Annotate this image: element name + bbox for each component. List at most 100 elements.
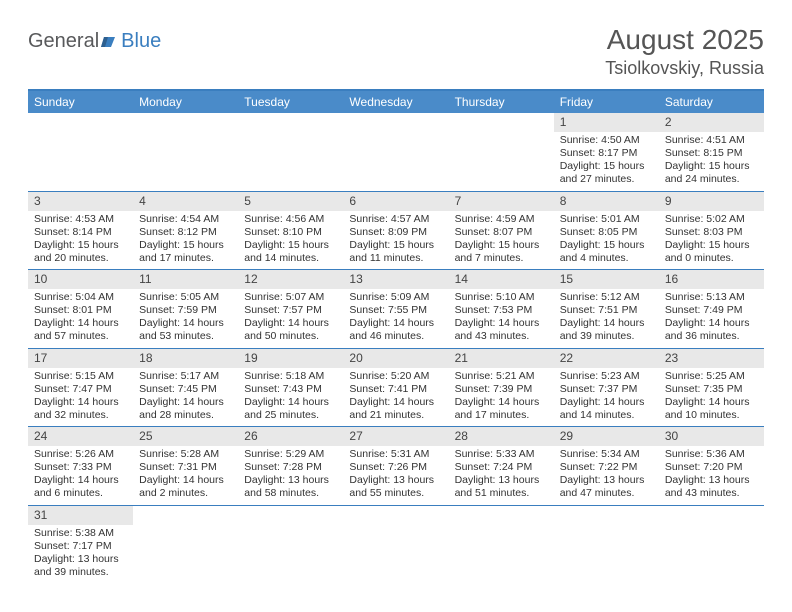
day-number: 4 xyxy=(133,192,238,211)
sunset-text: Sunset: 7:24 PM xyxy=(455,461,548,474)
sunset-text: Sunset: 8:07 PM xyxy=(455,226,548,239)
day-details: Sunrise: 5:10 AMSunset: 7:53 PMDaylight:… xyxy=(449,289,554,348)
day-cell: 11Sunrise: 5:05 AMSunset: 7:59 PMDayligh… xyxy=(133,270,238,349)
day-header: Wednesday xyxy=(343,90,448,113)
day-details: Sunrise: 5:23 AMSunset: 7:37 PMDaylight:… xyxy=(554,368,659,427)
day-number: 21 xyxy=(449,349,554,368)
day-cell: 5Sunrise: 4:56 AMSunset: 8:10 PMDaylight… xyxy=(238,191,343,270)
daylight-text: Daylight: 14 hours and 25 minutes. xyxy=(244,396,337,422)
week-row: 17Sunrise: 5:15 AMSunset: 7:47 PMDayligh… xyxy=(28,348,764,427)
sunrise-text: Sunrise: 5:12 AM xyxy=(560,291,653,304)
day-cell: 3Sunrise: 4:53 AMSunset: 8:14 PMDaylight… xyxy=(28,191,133,270)
daylight-text: Daylight: 14 hours and 2 minutes. xyxy=(139,474,232,500)
day-details: Sunrise: 5:15 AMSunset: 7:47 PMDaylight:… xyxy=(28,368,133,427)
sunset-text: Sunset: 8:12 PM xyxy=(139,226,232,239)
day-cell xyxy=(449,505,554,583)
day-details: Sunrise: 4:54 AMSunset: 8:12 PMDaylight:… xyxy=(133,211,238,270)
day-header: Friday xyxy=(554,90,659,113)
sunrise-text: Sunrise: 5:20 AM xyxy=(349,370,442,383)
sunrise-text: Sunrise: 5:02 AM xyxy=(665,213,758,226)
daylight-text: Daylight: 14 hours and 57 minutes. xyxy=(34,317,127,343)
day-details: Sunrise: 5:12 AMSunset: 7:51 PMDaylight:… xyxy=(554,289,659,348)
day-cell: 26Sunrise: 5:29 AMSunset: 7:28 PMDayligh… xyxy=(238,427,343,506)
sunset-text: Sunset: 7:31 PM xyxy=(139,461,232,474)
day-header: Sunday xyxy=(28,90,133,113)
logo: General Blue xyxy=(28,24,161,53)
sunset-text: Sunset: 7:55 PM xyxy=(349,304,442,317)
daylight-text: Daylight: 15 hours and 4 minutes. xyxy=(560,239,653,265)
day-details: Sunrise: 5:26 AMSunset: 7:33 PMDaylight:… xyxy=(28,446,133,505)
day-cell xyxy=(28,113,133,191)
sunset-text: Sunset: 8:17 PM xyxy=(560,147,653,160)
day-details: Sunrise: 5:18 AMSunset: 7:43 PMDaylight:… xyxy=(238,368,343,427)
sunset-text: Sunset: 7:20 PM xyxy=(665,461,758,474)
daylight-text: Daylight: 15 hours and 24 minutes. xyxy=(665,160,758,186)
day-cell: 27Sunrise: 5:31 AMSunset: 7:26 PMDayligh… xyxy=(343,427,448,506)
daylight-text: Daylight: 13 hours and 55 minutes. xyxy=(349,474,442,500)
day-details: Sunrise: 4:51 AMSunset: 8:15 PMDaylight:… xyxy=(659,132,764,191)
day-number: 17 xyxy=(28,349,133,368)
sunrise-text: Sunrise: 5:18 AM xyxy=(244,370,337,383)
day-cell: 17Sunrise: 5:15 AMSunset: 7:47 PMDayligh… xyxy=(28,348,133,427)
location-label: Tsiolkovskiy, Russia xyxy=(605,58,764,79)
day-cell: 28Sunrise: 5:33 AMSunset: 7:24 PMDayligh… xyxy=(449,427,554,506)
day-cell: 15Sunrise: 5:12 AMSunset: 7:51 PMDayligh… xyxy=(554,270,659,349)
sunset-text: Sunset: 8:01 PM xyxy=(34,304,127,317)
week-row: 31Sunrise: 5:38 AMSunset: 7:17 PMDayligh… xyxy=(28,505,764,583)
title-block: August 2025 Tsiolkovskiy, Russia xyxy=(605,24,764,79)
day-number: 23 xyxy=(659,349,764,368)
day-details: Sunrise: 5:36 AMSunset: 7:20 PMDaylight:… xyxy=(659,446,764,505)
daylight-text: Daylight: 13 hours and 43 minutes. xyxy=(665,474,758,500)
calendar-table: Sunday Monday Tuesday Wednesday Thursday… xyxy=(28,89,764,583)
week-row: 3Sunrise: 4:53 AMSunset: 8:14 PMDaylight… xyxy=(28,191,764,270)
day-number: 18 xyxy=(133,349,238,368)
day-cell: 16Sunrise: 5:13 AMSunset: 7:49 PMDayligh… xyxy=(659,270,764,349)
day-cell: 20Sunrise: 5:20 AMSunset: 7:41 PMDayligh… xyxy=(343,348,448,427)
day-details: Sunrise: 4:59 AMSunset: 8:07 PMDaylight:… xyxy=(449,211,554,270)
day-number: 9 xyxy=(659,192,764,211)
day-details: Sunrise: 5:25 AMSunset: 7:35 PMDaylight:… xyxy=(659,368,764,427)
day-cell: 22Sunrise: 5:23 AMSunset: 7:37 PMDayligh… xyxy=(554,348,659,427)
day-number: 11 xyxy=(133,270,238,289)
sunrise-text: Sunrise: 5:25 AM xyxy=(665,370,758,383)
sunrise-text: Sunrise: 5:13 AM xyxy=(665,291,758,304)
day-cell: 9Sunrise: 5:02 AMSunset: 8:03 PMDaylight… xyxy=(659,191,764,270)
daylight-text: Daylight: 15 hours and 0 minutes. xyxy=(665,239,758,265)
day-cell xyxy=(343,113,448,191)
sunset-text: Sunset: 7:33 PM xyxy=(34,461,127,474)
sunset-text: Sunset: 8:14 PM xyxy=(34,226,127,239)
calendar-body: 1Sunrise: 4:50 AMSunset: 8:17 PMDaylight… xyxy=(28,113,764,583)
sunset-text: Sunset: 7:43 PM xyxy=(244,383,337,396)
day-details: Sunrise: 4:57 AMSunset: 8:09 PMDaylight:… xyxy=(343,211,448,270)
day-header: Tuesday xyxy=(238,90,343,113)
day-details: Sunrise: 5:34 AMSunset: 7:22 PMDaylight:… xyxy=(554,446,659,505)
sunset-text: Sunset: 7:28 PM xyxy=(244,461,337,474)
sunset-text: Sunset: 7:17 PM xyxy=(34,540,127,553)
day-cell xyxy=(133,113,238,191)
week-row: 1Sunrise: 4:50 AMSunset: 8:17 PMDaylight… xyxy=(28,113,764,191)
flag-icon xyxy=(101,35,119,49)
sunrise-text: Sunrise: 5:34 AM xyxy=(560,448,653,461)
day-cell: 12Sunrise: 5:07 AMSunset: 7:57 PMDayligh… xyxy=(238,270,343,349)
day-cell xyxy=(554,505,659,583)
sunset-text: Sunset: 8:15 PM xyxy=(665,147,758,160)
daylight-text: Daylight: 15 hours and 11 minutes. xyxy=(349,239,442,265)
day-number: 15 xyxy=(554,270,659,289)
day-number: 2 xyxy=(659,113,764,132)
day-cell: 10Sunrise: 5:04 AMSunset: 8:01 PMDayligh… xyxy=(28,270,133,349)
day-details: Sunrise: 5:09 AMSunset: 7:55 PMDaylight:… xyxy=(343,289,448,348)
day-number: 29 xyxy=(554,427,659,446)
day-details: Sunrise: 5:28 AMSunset: 7:31 PMDaylight:… xyxy=(133,446,238,505)
day-number: 8 xyxy=(554,192,659,211)
day-number: 20 xyxy=(343,349,448,368)
page-header: General Blue August 2025 Tsiolkovskiy, R… xyxy=(28,24,764,79)
day-header: Monday xyxy=(133,90,238,113)
day-details: Sunrise: 5:29 AMSunset: 7:28 PMDaylight:… xyxy=(238,446,343,505)
sunrise-text: Sunrise: 4:51 AM xyxy=(665,134,758,147)
day-number: 10 xyxy=(28,270,133,289)
daylight-text: Daylight: 14 hours and 43 minutes. xyxy=(455,317,548,343)
day-number: 31 xyxy=(28,506,133,525)
day-cell: 7Sunrise: 4:59 AMSunset: 8:07 PMDaylight… xyxy=(449,191,554,270)
day-cell: 18Sunrise: 5:17 AMSunset: 7:45 PMDayligh… xyxy=(133,348,238,427)
sunrise-text: Sunrise: 5:09 AM xyxy=(349,291,442,304)
